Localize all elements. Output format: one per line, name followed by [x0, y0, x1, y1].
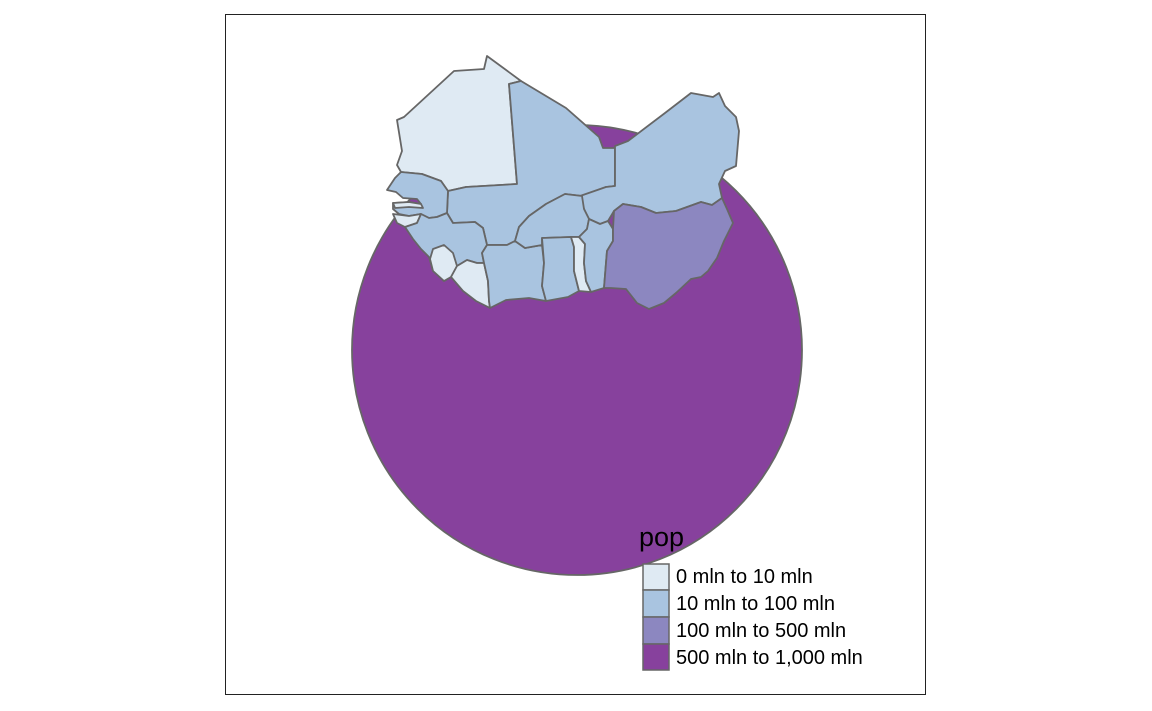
region-gambia: Gambia — [392, 201, 424, 209]
region-cote-divoire: Cote d'Ivoire — [481, 240, 547, 309]
region-nigeria: Nigeria — [603, 197, 734, 310]
region-mauritania: Mauritania — [396, 55, 522, 192]
legend-swatch — [642, 643, 670, 671]
legend-title: pop — [639, 522, 684, 552]
legend-label: 500 mln to 1,000 mln — [676, 647, 863, 669]
map-frame: Sea buffer Mauritania Mali Niger Senegal… — [225, 14, 926, 695]
legend-swatch — [642, 589, 670, 618]
legend-label: 0 mln to 10 mln — [676, 566, 813, 588]
map-legend: pop 0 mln to 10 mln 10 mln to 100 mln 10… — [639, 522, 863, 671]
legend-label: 10 mln to 100 mln — [676, 593, 835, 615]
legend-swatch — [642, 563, 670, 591]
legend-swatch — [642, 616, 670, 645]
legend-label: 100 mln to 500 mln — [676, 620, 846, 642]
map-canvas: Sea buffer Mauritania Mali Niger Senegal… — [351, 55, 863, 671]
